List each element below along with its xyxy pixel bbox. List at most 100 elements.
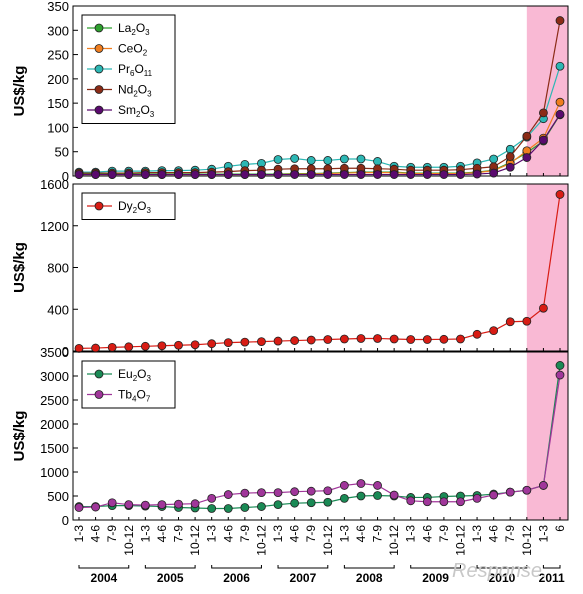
legend-marker-Dy2O3 [94,201,104,211]
data-point-Dy2O3 [207,339,217,349]
legend: Dy2O3 [81,192,176,220]
data-point-Tb4O7 [489,490,499,500]
data-point-Sm2O3 [339,170,349,179]
data-point-Nd2O3 [522,131,532,141]
data-point-Dy2O3 [157,341,167,351]
data-point-Sm2O3 [439,170,449,179]
data-point-Dy2O3 [439,334,449,344]
watermark: Response. [452,560,548,582]
data-point-Eu2O3 [555,361,565,370]
data-point-Sm2O3 [406,170,416,179]
data-point-Tb4O7 [240,488,250,498]
data-point-Eu2O3 [223,504,233,513]
y-axis-label: US$/kg [11,411,28,462]
data-point-Tb4O7 [422,497,432,507]
data-point-Dy2O3 [124,342,134,352]
data-point-Tb4O7 [273,488,283,498]
x-tick-label: 7-9 [238,525,252,543]
y-tick-label: 1200 [40,219,69,234]
data-point-Dy2O3 [356,334,366,343]
y-tick-label: 0 [62,344,69,359]
data-point-Pr6O11 [306,156,316,165]
data-point-Tb4O7 [174,499,183,509]
data-point-Eu2O3 [240,503,250,512]
x-tick-label: 4-6 [420,525,434,543]
legend-label-Pr6O11: Pr6O11 [118,62,153,78]
highlight-region [526,352,568,520]
data-point-Pr6O11 [339,154,349,164]
data-point-Dy2O3 [406,335,416,344]
data-point-Eu2O3 [290,498,300,508]
data-point-Tb4O7 [157,500,167,510]
y-tick-label: 1000 [40,465,69,480]
data-point-Pr6O11 [555,61,565,71]
data-point-Dy2O3 [140,341,150,351]
data-point-Dy2O3 [107,342,117,352]
plot-frame [72,5,569,177]
data-point-Nd2O3 [505,152,515,161]
data-point-Tb4O7 [539,481,548,490]
data-point-Dy2O3 [489,326,499,336]
data-point-Eu2O3 [356,491,366,501]
data-point-Sm2O3 [174,170,183,179]
data-point-Tb4O7 [505,487,515,497]
data-point-Tb4O7 [389,490,399,500]
data-point-Sm2O3 [207,170,217,179]
data-point-Sm2O3 [472,169,482,179]
data-point-Sm2O3 [306,170,316,179]
x-tick-label: 1-3 [138,525,152,543]
chart-panel-1: 0 50 100 150 200 250 300 350 US$/kg La2O3 CeO2 Pr6O… [11,0,569,184]
x-tick-label: 1-3 [205,525,219,543]
data-point-Tb4O7 [439,497,449,507]
data-point-Sm2O3 [91,170,100,179]
data-point-Sm2O3 [107,170,117,179]
data-point-Dy2O3 [273,336,283,346]
data-point-Tb4O7 [456,497,465,507]
y-tick-label: 3500 [40,345,69,360]
data-point-Eu2O3 [257,502,266,511]
year-label: 2010 [489,571,516,585]
year-bracket [211,565,262,569]
y-tick-label: 350 [47,0,69,14]
y-tick-label: 0 [62,169,69,184]
x-tick-label: 10-12 [254,525,268,556]
y-tick-label: 150 [47,96,69,111]
data-point-Pr6O11 [356,154,366,164]
y-tick-label: 500 [47,489,69,504]
x-tick-label: 4-6 [354,525,368,543]
x-tick-label: 7-9 [105,525,119,543]
legend-marker-Nd2O3 [94,85,104,94]
x-tick-label: 1-3 [337,525,351,543]
data-point-Eu2O3 [323,497,333,507]
highlight-region [526,184,568,351]
plot-frame [72,351,569,521]
x-tick-label: 7-9 [503,525,517,543]
data-point-Nd2O3 [555,16,565,25]
y-tick-label: 2000 [40,417,69,432]
data-point-Eu2O3 [339,493,349,503]
year-bracket [144,565,196,569]
x-tick-label: 1-3 [404,525,418,543]
x-tick-label: 4-6 [221,525,235,543]
x-tick-label: 10-12 [321,525,335,556]
data-point-Dy2O3 [223,338,233,348]
legend-marker-Eu2O3 [94,369,104,379]
y-tick-label: 1600 [40,177,69,192]
legend-marker-La2O3 [94,23,104,33]
data-point-Tb4O7 [373,481,382,490]
year-bracket [343,565,395,569]
chart-panel-3: 0 500 1000 1500 2000 2500 3000 3500 US$/kg Eu2O3 T… [11,345,569,528]
legend-label-Eu2O3: Eu2O3 [118,367,151,383]
data-point-Sm2O3 [539,135,548,145]
data-point-CeO2 [555,97,565,107]
x-tick-label: 7-9 [172,525,186,543]
x-tick-label: 10-12 [453,525,467,556]
legend-label-Dy2O3: Dy2O3 [118,199,151,215]
x-tick-label: 1-3 [536,525,550,543]
year-label: 2005 [157,571,184,585]
data-point-Sm2O3 [140,170,150,179]
data-point-Tb4O7 [223,490,233,499]
y-tick-label: 1500 [40,441,69,456]
data-point-Dy2O3 [290,336,300,345]
